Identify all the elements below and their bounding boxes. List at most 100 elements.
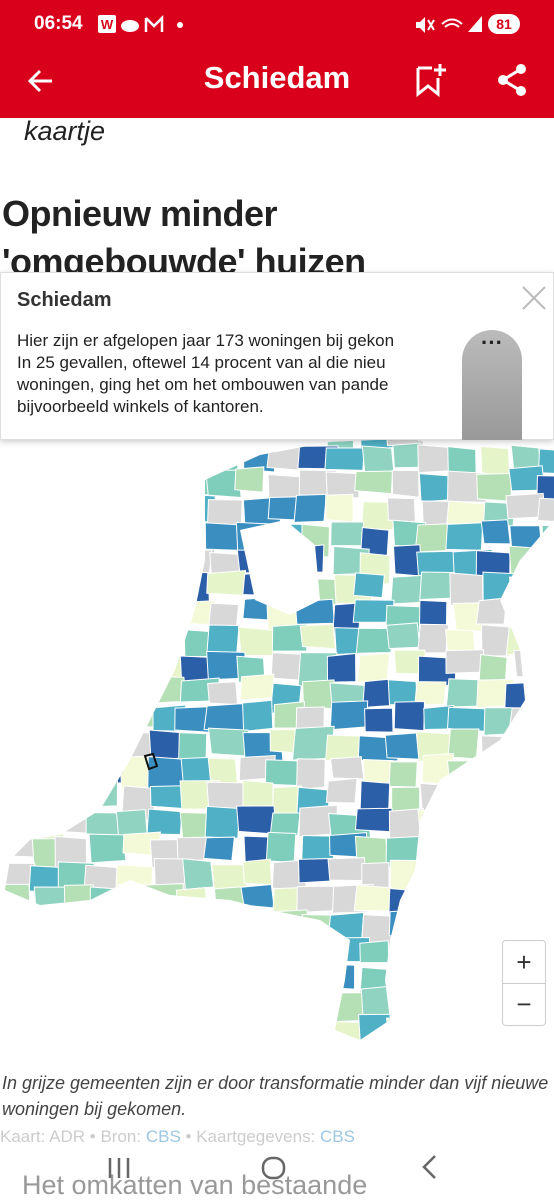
zoom-out[interactable]: − bbox=[516, 989, 532, 1019]
municipality[interactable] bbox=[180, 1014, 216, 1040]
municipality[interactable] bbox=[480, 831, 521, 864]
municipality[interactable] bbox=[119, 499, 158, 534]
municipality[interactable] bbox=[121, 1016, 158, 1048]
municipality[interactable] bbox=[33, 572, 68, 608]
municipality[interactable] bbox=[53, 1041, 82, 1060]
municipality[interactable] bbox=[541, 572, 554, 598]
municipality[interactable] bbox=[237, 626, 276, 656]
municipality[interactable] bbox=[151, 551, 186, 583]
municipality[interactable] bbox=[389, 859, 422, 892]
municipality[interactable] bbox=[62, 731, 92, 761]
municipality[interactable] bbox=[29, 910, 64, 941]
municipality[interactable] bbox=[325, 471, 360, 499]
municipality[interactable] bbox=[419, 832, 459, 864]
credit-data-link[interactable]: CBS bbox=[320, 1127, 355, 1146]
municipality[interactable] bbox=[28, 759, 58, 788]
municipality[interactable] bbox=[174, 933, 215, 966]
municipality[interactable] bbox=[301, 1039, 336, 1060]
municipality[interactable] bbox=[512, 603, 542, 633]
municipality[interactable] bbox=[324, 447, 365, 471]
municipality[interactable] bbox=[85, 812, 121, 837]
map[interactable] bbox=[0, 270, 554, 1060]
municipality[interactable] bbox=[204, 805, 240, 839]
municipality[interactable] bbox=[54, 934, 91, 966]
municipality[interactable] bbox=[146, 808, 183, 835]
municipality[interactable] bbox=[329, 700, 369, 731]
municipality[interactable] bbox=[26, 628, 62, 654]
municipality[interactable] bbox=[29, 728, 73, 761]
municipality[interactable] bbox=[175, 887, 209, 913]
municipality[interactable] bbox=[540, 757, 554, 785]
municipality[interactable] bbox=[179, 966, 216, 998]
municipality[interactable] bbox=[209, 1013, 250, 1046]
municipality[interactable] bbox=[508, 707, 543, 733]
municipality[interactable] bbox=[118, 651, 152, 677]
municipality[interactable] bbox=[0, 599, 26, 629]
municipality[interactable] bbox=[0, 701, 30, 727]
municipality[interactable] bbox=[91, 495, 134, 527]
municipality[interactable] bbox=[24, 682, 67, 716]
municipality[interactable] bbox=[449, 1043, 488, 1060]
municipality[interactable] bbox=[534, 812, 554, 840]
municipality[interactable] bbox=[329, 1042, 370, 1060]
municipality[interactable] bbox=[414, 681, 447, 706]
municipality[interactable] bbox=[475, 597, 508, 625]
municipality[interactable] bbox=[416, 884, 448, 920]
municipality[interactable] bbox=[116, 467, 157, 503]
municipality[interactable] bbox=[203, 836, 235, 862]
municipality[interactable] bbox=[85, 679, 127, 707]
municipality[interactable] bbox=[27, 499, 56, 524]
municipality[interactable] bbox=[58, 627, 97, 655]
municipality[interactable] bbox=[61, 1012, 104, 1043]
municipality[interactable] bbox=[88, 626, 128, 662]
selected-municipality[interactable] bbox=[143, 752, 159, 771]
municipality[interactable] bbox=[119, 681, 150, 714]
municipality[interactable] bbox=[293, 493, 327, 523]
municipality[interactable] bbox=[508, 545, 546, 580]
municipality[interactable] bbox=[0, 493, 34, 527]
municipality[interactable] bbox=[3, 1043, 36, 1060]
municipality[interactable] bbox=[0, 916, 37, 955]
municipality[interactable] bbox=[85, 993, 127, 1030]
municipality[interactable] bbox=[28, 1018, 67, 1052]
municipality[interactable] bbox=[272, 909, 310, 936]
municipality[interactable] bbox=[451, 834, 485, 859]
municipality[interactable] bbox=[204, 987, 238, 1014]
municipality[interactable] bbox=[386, 497, 416, 523]
municipality[interactable] bbox=[58, 914, 91, 943]
municipality[interactable] bbox=[119, 549, 163, 581]
municipality[interactable] bbox=[56, 677, 88, 702]
municipality[interactable] bbox=[510, 443, 542, 470]
municipality[interactable] bbox=[233, 1043, 264, 1060]
municipality[interactable] bbox=[57, 494, 86, 524]
municipality[interactable] bbox=[242, 858, 273, 886]
municipality[interactable] bbox=[176, 445, 208, 472]
municipality[interactable] bbox=[177, 1042, 208, 1060]
municipality[interactable] bbox=[446, 760, 478, 786]
municipality[interactable] bbox=[542, 1041, 554, 1060]
municipality[interactable] bbox=[62, 577, 93, 606]
municipality[interactable] bbox=[388, 908, 429, 937]
municipality[interactable] bbox=[541, 832, 554, 865]
municipality[interactable] bbox=[538, 448, 554, 475]
municipality[interactable] bbox=[477, 861, 508, 890]
municipality[interactable] bbox=[206, 624, 240, 654]
municipality[interactable] bbox=[179, 571, 210, 604]
municipality[interactable] bbox=[508, 778, 546, 809]
municipality[interactable] bbox=[419, 1017, 460, 1043]
municipality[interactable] bbox=[300, 966, 332, 993]
municipality[interactable] bbox=[389, 958, 424, 990]
municipality[interactable] bbox=[477, 784, 515, 817]
municipality[interactable] bbox=[353, 884, 392, 912]
municipality[interactable] bbox=[0, 653, 28, 679]
municipality[interactable] bbox=[203, 916, 243, 943]
municipality[interactable] bbox=[0, 726, 38, 751]
municipality[interactable] bbox=[393, 1042, 424, 1060]
bookmark-button[interactable] bbox=[412, 60, 448, 98]
municipality[interactable] bbox=[31, 648, 62, 679]
municipality[interactable] bbox=[504, 681, 545, 711]
municipality[interactable] bbox=[360, 985, 391, 1019]
municipality[interactable] bbox=[266, 442, 303, 471]
municipality[interactable] bbox=[145, 625, 183, 657]
municipality[interactable] bbox=[87, 654, 130, 687]
